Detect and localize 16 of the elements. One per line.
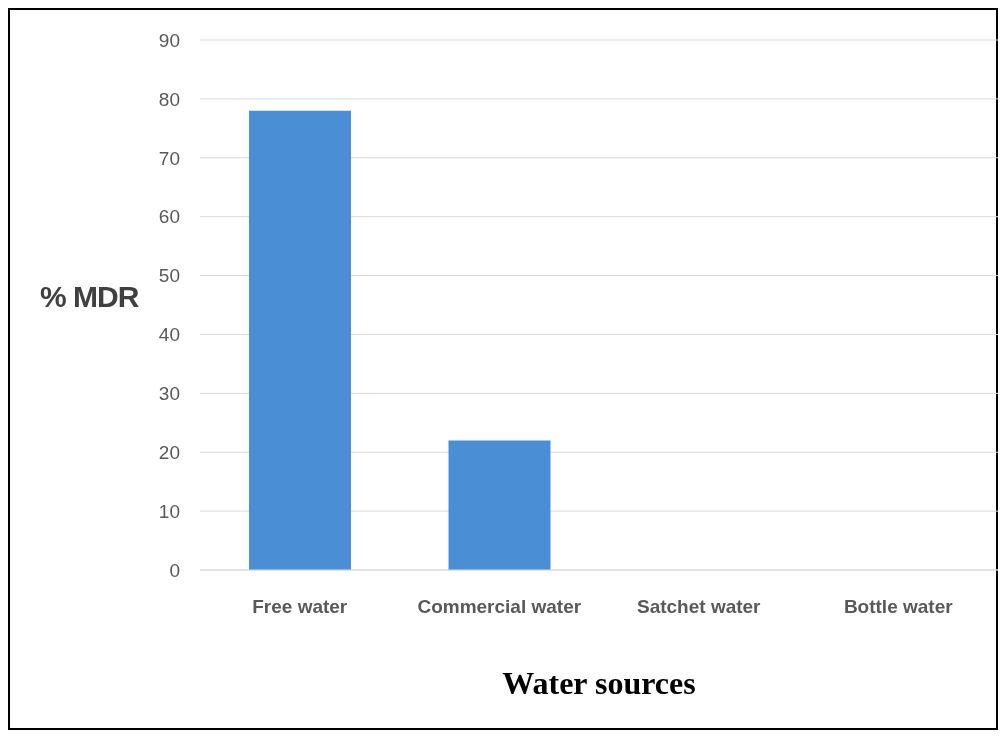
y-axis-title: % MDR — [40, 280, 139, 314]
y-tick-label: 0 — [169, 559, 180, 581]
x-tick-label: Satchet water — [636, 596, 762, 618]
y-tick-label: 10 — [158, 500, 180, 522]
y-tick-label: 60 — [158, 206, 180, 228]
x-tick-label: Free water — [252, 596, 348, 618]
x-axis-title: Water sources — [501, 665, 697, 702]
y-tick-label: 40 — [158, 324, 180, 346]
y-tick-label: 90 — [158, 29, 180, 51]
x-tick-label: Bottle water — [843, 596, 954, 618]
y-tick-label: 20 — [158, 441, 180, 463]
y-tick-label: 70 — [158, 147, 180, 169]
y-tick-label: 30 — [158, 383, 180, 405]
y-tick-label: 50 — [158, 265, 180, 287]
x-tick-label: Commercial water — [417, 596, 582, 618]
y-tick-label: 80 — [158, 88, 180, 110]
